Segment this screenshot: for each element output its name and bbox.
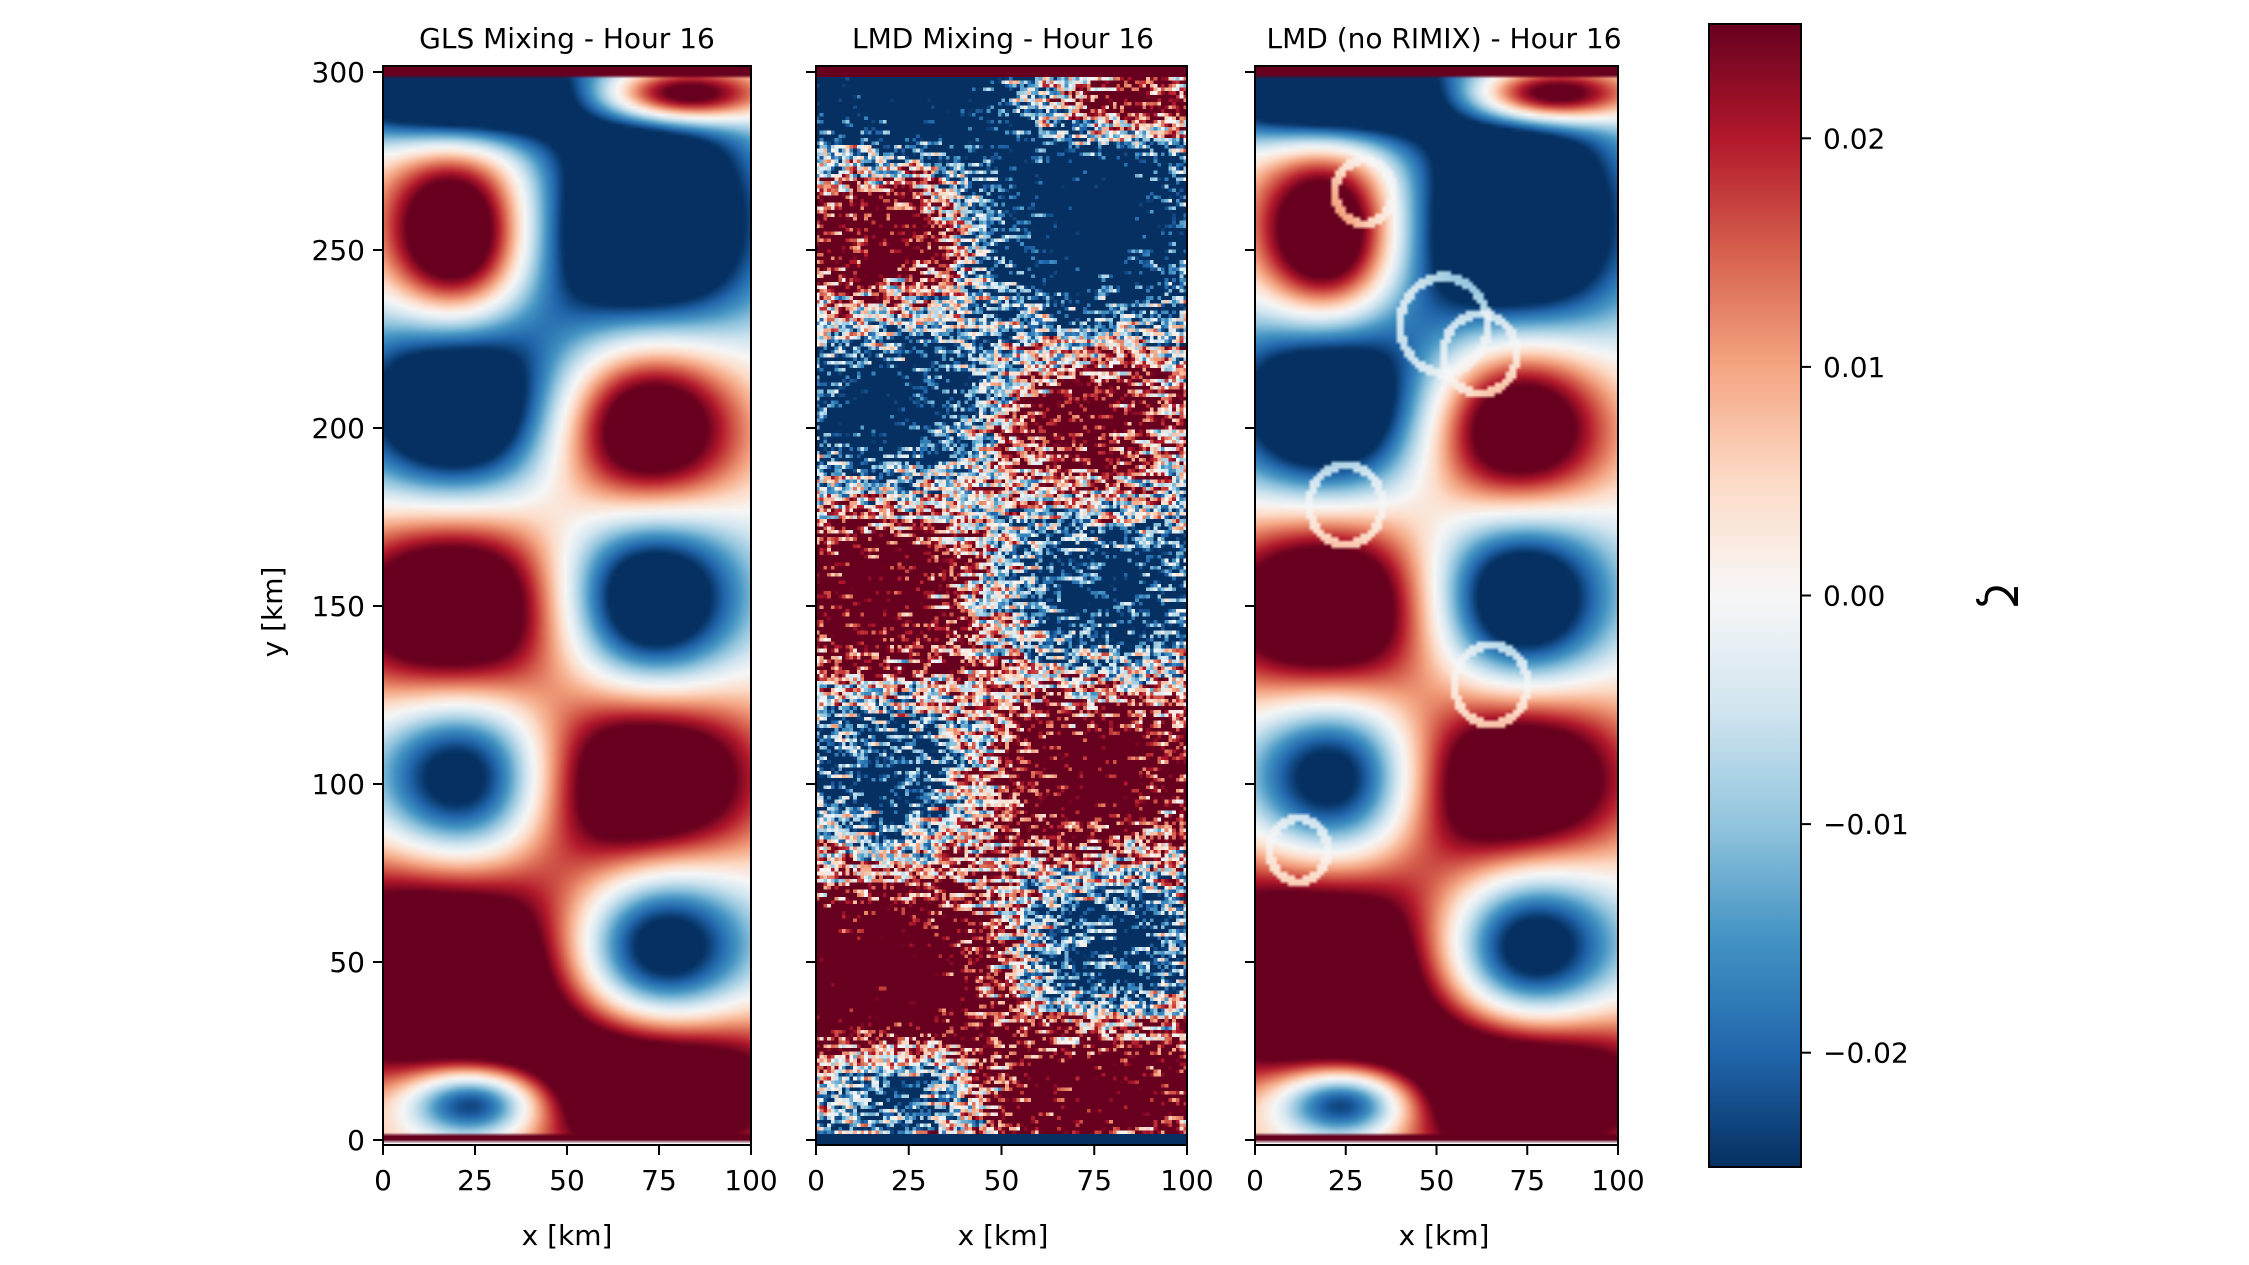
x-axis-label: x [km]	[522, 1219, 613, 1252]
x-axis: 0 25 50 75 100	[374, 1145, 778, 1197]
x-tick-label: 0	[807, 1164, 825, 1197]
x-tick-label: 75	[1076, 1164, 1112, 1197]
panel-lmd-no-rimix: LMD (no RIMIX) - Hour 16 0 25 50 75 100 x [k…	[1245, 22, 1645, 1252]
y-tick-label: 0	[347, 1124, 365, 1157]
colorbar-tick-label: −0.01	[1823, 808, 1909, 841]
x-tick-label: 25	[891, 1164, 927, 1197]
y-tick-label: 250	[312, 234, 365, 267]
x-tick-label: 100	[724, 1164, 777, 1197]
x-tick-label: 50	[984, 1164, 1020, 1197]
y-tick-label: 50	[329, 946, 365, 979]
y-tick-label: 100	[312, 768, 365, 801]
x-tick-label: 75	[1509, 1164, 1545, 1197]
y-axis	[806, 71, 816, 1141]
y-axis: 0 50 100 150 200 250 300	[312, 56, 383, 1157]
heatmap-image	[816, 66, 1187, 1145]
panel-lmd: LMD Mixing - Hour 16 0 25 50 75 100 x [km]	[806, 22, 1214, 1252]
colorbar-tick-label: −0.02	[1823, 1037, 1909, 1070]
x-tick-label: 50	[1419, 1164, 1455, 1197]
y-axis	[1245, 71, 1255, 1141]
panel-title: LMD Mixing - Hour 16	[852, 22, 1154, 55]
colorbar: −0.02 −0.01 0.00 0.01 0.02 ζ	[1708, 23, 2025, 1168]
heatmap-image	[1255, 66, 1618, 1145]
x-axis: 0 25 50 75 100	[807, 1145, 1214, 1197]
panel-title: LMD (no RIMIX) - Hour 16	[1266, 22, 1621, 55]
colorbar-tick-label: 0.02	[1823, 122, 1885, 155]
y-tick-label: 200	[312, 412, 365, 445]
x-tick-label: 0	[374, 1164, 392, 1197]
x-tick-label: 100	[1160, 1164, 1213, 1197]
x-tick-label: 25	[457, 1164, 493, 1197]
colorbar-tick-label: 0.00	[1823, 580, 1885, 613]
x-tick-label: 100	[1591, 1164, 1644, 1197]
colorbar-tick-label: 0.01	[1823, 351, 1885, 384]
x-axis: 0 25 50 75 100	[1246, 1145, 1645, 1197]
x-tick-label: 0	[1246, 1164, 1264, 1197]
colorbar-label: ζ	[1974, 584, 2025, 608]
x-axis-label: x [km]	[958, 1219, 1049, 1252]
panel-gls: GLS Mixing - Hour 16 050100150200250300 …	[256, 22, 778, 1252]
colorbar-ticks: −0.02 −0.01 0.00 0.01 0.02	[1801, 122, 1909, 1070]
colorbar-gradient	[1708, 23, 1802, 1168]
x-tick-label: 25	[1328, 1164, 1364, 1197]
x-tick-label: 75	[641, 1164, 677, 1197]
x-tick-label: 50	[549, 1164, 585, 1197]
y-tick-label: 300	[312, 56, 365, 89]
heatmap-image	[383, 66, 751, 1145]
x-axis-label: x [km]	[1399, 1219, 1490, 1252]
y-axis-label: y [km]	[256, 567, 289, 658]
y-tick-label: 150	[312, 590, 365, 623]
panel-title: GLS Mixing - Hour 16	[419, 22, 715, 55]
